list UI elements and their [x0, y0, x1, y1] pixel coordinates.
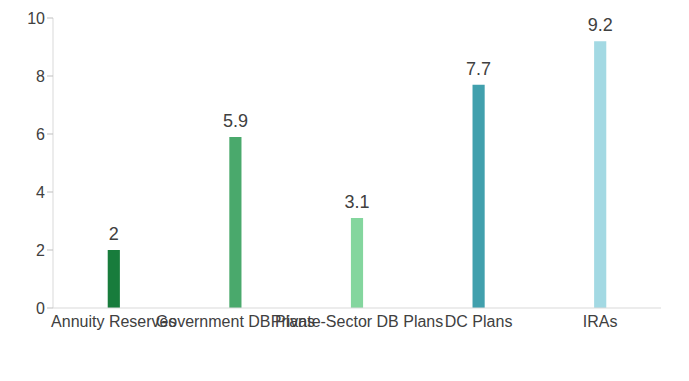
- svg-text:6: 6: [36, 126, 45, 143]
- svg-text:Annuity Reserves: Annuity Reserves: [51, 313, 177, 331]
- svg-text:Private-Sector DB Plans: Private-Sector DB Plans: [271, 313, 444, 330]
- svg-text:DC Plans: DC Plans: [445, 313, 513, 330]
- svg-text:2: 2: [36, 242, 45, 259]
- svg-text:IRAs: IRAs: [583, 313, 618, 330]
- svg-text:5.9: 5.9: [223, 111, 248, 131]
- svg-text:10: 10: [27, 10, 45, 27]
- svg-text:0: 0: [36, 300, 45, 317]
- svg-text:3.1: 3.1: [344, 192, 369, 212]
- svg-text:Government DB Plans: Government DB Plans: [155, 313, 315, 331]
- svg-text:2: 2: [109, 224, 119, 244]
- svg-text:9.2: 9.2: [588, 15, 613, 35]
- svg-text:7.7: 7.7: [466, 59, 491, 79]
- svg-text:8: 8: [36, 68, 45, 85]
- svg-text:4: 4: [36, 184, 45, 201]
